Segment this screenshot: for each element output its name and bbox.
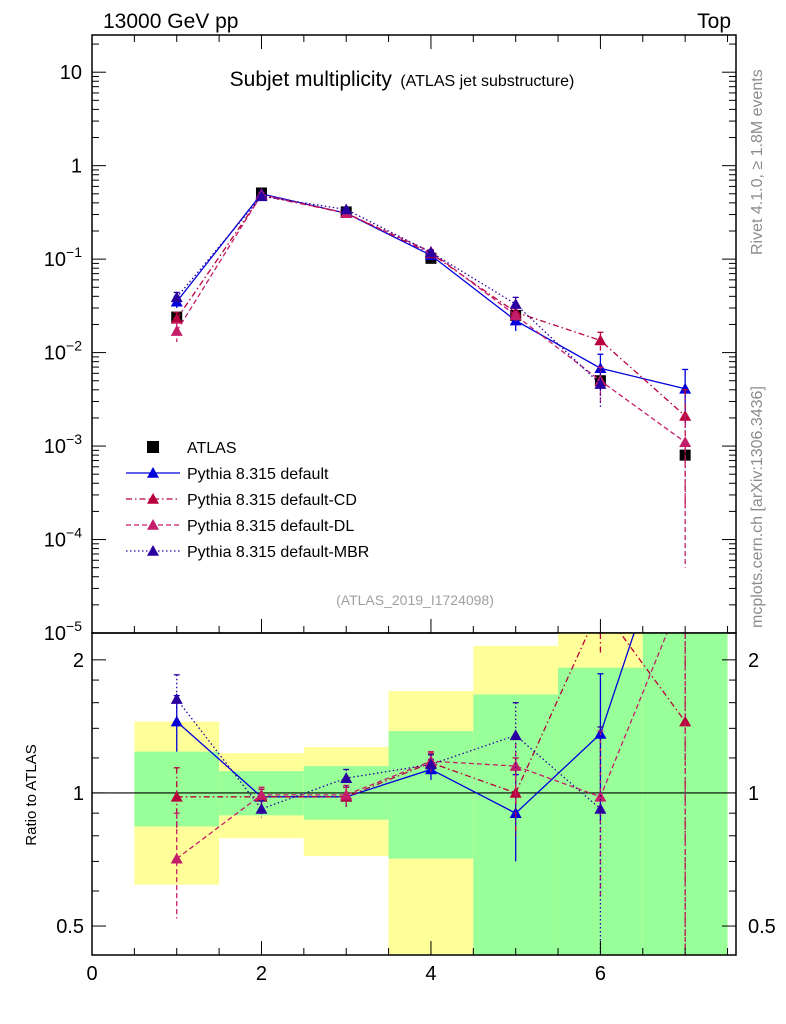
main-point-mbr <box>509 298 522 309</box>
main-line-cd <box>176 194 686 417</box>
main-ytick-label-base: 10 <box>44 343 66 365</box>
main-point-mbr <box>255 190 268 202</box>
main-ytick-label-exp: −1 <box>66 244 82 260</box>
ratio-ytick-label: 0.5 <box>748 916 776 938</box>
legend: ATLAS Pythia 8.315 default Pythia 8.315 de… <box>126 440 369 561</box>
main-subtitle-text: (ATLAS jet substructure) <box>400 73 574 90</box>
ratio-ytick-label: 0.5 <box>56 916 84 938</box>
main-point-cd <box>170 312 183 324</box>
legend-label-cd: Pythia 8.315 default-CD <box>187 492 357 509</box>
main-line-dl <box>176 193 686 443</box>
ratio-point-default <box>170 715 183 727</box>
legend-marker-atlas <box>147 441 159 453</box>
main-point-mbr <box>340 203 353 215</box>
main-ytick-label: 10−5 <box>44 618 82 645</box>
ratio-ytick-label: 1 <box>748 783 759 805</box>
main-ytick-label: 10−2 <box>44 338 82 365</box>
main-ytick-label-base: 10 <box>44 436 66 458</box>
ratio-ytick-label: 1 <box>73 783 84 805</box>
main-ytick-label: 10−4 <box>44 525 82 552</box>
main-ytick-label: 10−3 <box>44 431 82 458</box>
main-point-cd <box>594 334 607 346</box>
ratio-point-dl <box>340 788 353 800</box>
legend-marker-default <box>147 467 159 478</box>
mcplots-label: mcplots.cern.ch [arXiv:1306.3436] <box>749 386 766 628</box>
ratio-band-inner <box>388 731 474 859</box>
ratio-point-dl <box>170 852 183 864</box>
legend-label-dl: Pythia 8.315 default-DL <box>187 518 354 535</box>
main-ytick-label-exp: −4 <box>66 525 82 541</box>
ratio-xtick-label: 0 <box>86 963 97 985</box>
ratio-xtick-label: 6 <box>595 963 606 985</box>
main-point-default <box>679 382 692 394</box>
region-label: Top <box>697 10 731 33</box>
legend-label-mbr: Pythia 8.315 default-MBR <box>187 544 369 561</box>
main-point-dl <box>679 436 692 447</box>
ratio-xtick-label: 4 <box>425 963 436 985</box>
main-point-mbr <box>424 246 437 258</box>
main-ytick-label: 10−1 <box>44 244 82 271</box>
ratio-point-mbr <box>340 772 353 783</box>
main-ytick-label: 10 <box>60 62 82 84</box>
ratio-plot-area <box>92 633 736 955</box>
main-title: Subjet multiplicity (ATLAS jet substruct… <box>230 68 575 91</box>
main-ytick-label-exp: −2 <box>66 338 82 354</box>
ratio-point-dl <box>509 760 522 771</box>
watermark-label: (ATLAS_2019_I1724098) <box>336 592 494 608</box>
main-ytick-label-base: 10 <box>44 530 66 552</box>
ratio-point-cd <box>170 790 183 802</box>
legend-marker-mbr <box>147 545 159 556</box>
ratio-ytick-label: 2 <box>73 650 84 672</box>
ratio-ytick-label: 2 <box>748 650 759 672</box>
main-point-mbr <box>594 378 607 389</box>
ratio-ylabel: Ratio to ATLAS <box>23 744 40 845</box>
main-ytick-label-base: 10 <box>44 249 66 271</box>
legend-marker-dl <box>147 519 159 530</box>
main-title-text: Subjet multiplicity <box>230 68 393 91</box>
energy-label: 13000 GeV pp <box>103 10 238 33</box>
ratio-point-mbr <box>170 693 183 704</box>
legend-marker-cd <box>147 493 159 504</box>
main-line-default <box>176 193 686 390</box>
ratio-frame <box>91 632 737 956</box>
legend-label-default: Pythia 8.315 default <box>187 466 329 483</box>
main-ytick-label: 1 <box>71 156 82 178</box>
ratio-point-dl <box>255 788 268 800</box>
ratio-point-cd <box>679 715 692 727</box>
main-ytick-label-base: 10 <box>44 623 66 645</box>
ratio-point-mbr <box>594 802 607 814</box>
main-point-mbr <box>170 291 183 303</box>
main-line-mbr <box>176 195 601 385</box>
rivet-label: Rivet 4.1.0, ≥ 1.8M events <box>749 69 766 255</box>
ratio-point-mbr <box>255 802 268 814</box>
main-plot-area <box>170 187 692 568</box>
ratio-point-mbr <box>424 758 437 770</box>
legend-label-atlas: ATLAS <box>187 440 237 457</box>
main-point-dl <box>170 325 183 336</box>
main-ytick-label-exp: −5 <box>66 618 82 634</box>
main-ytick-label-exp: −3 <box>66 431 82 447</box>
ratio-panel: 0.5 0.5 1 1 2 2 0 2 4 6 <box>56 632 776 985</box>
ratio-point-mbr <box>509 729 522 741</box>
ratio-xtick-label: 2 <box>256 963 267 985</box>
main-point-dl <box>509 309 522 321</box>
